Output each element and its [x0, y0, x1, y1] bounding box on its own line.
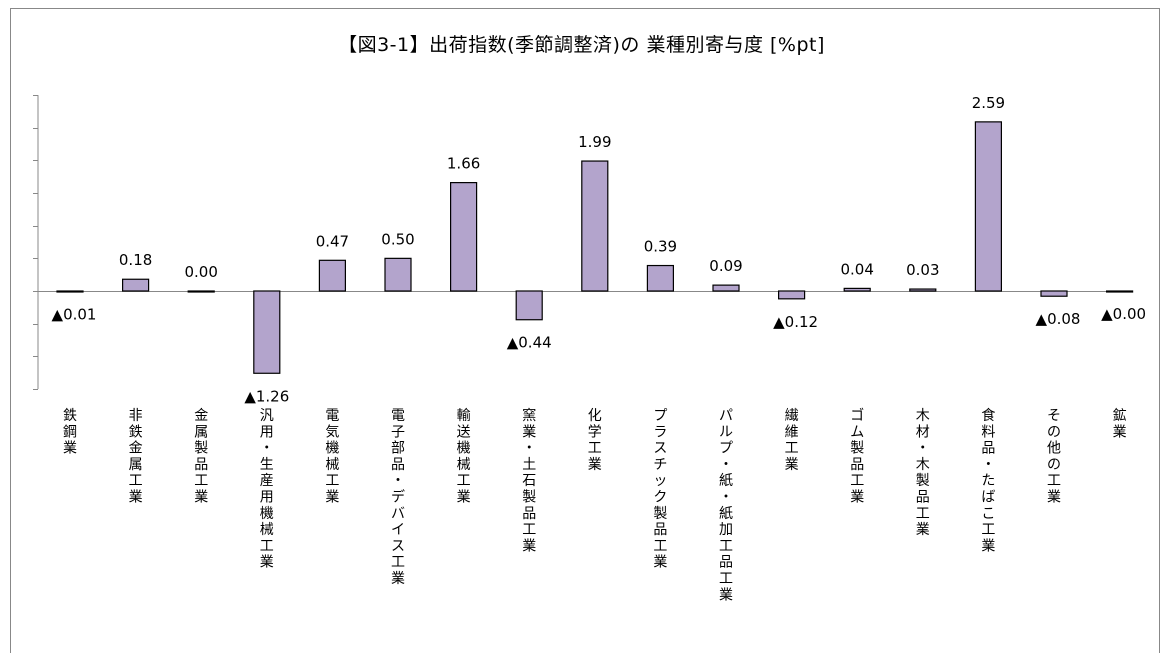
data-label: 0.00 — [184, 263, 217, 281]
data-label: ▲0.12 — [773, 313, 818, 331]
data-label: ▲0.44 — [507, 334, 552, 352]
bar — [843, 287, 871, 292]
bar — [515, 290, 543, 321]
bar — [581, 160, 609, 292]
data-label: 0.47 — [316, 232, 349, 250]
bar — [187, 290, 215, 293]
data-label: ▲0.00 — [1101, 305, 1146, 323]
chart-title: 【図3-1】出荷指数(季節調整済)の 業種別寄与度 [%pt] — [338, 34, 825, 56]
data-label: 0.04 — [840, 260, 873, 278]
bar — [56, 290, 84, 293]
data-label: ▲0.01 — [52, 306, 97, 324]
data-label: 1.66 — [447, 155, 480, 173]
category-label: 汎用・生産用機械工業 — [260, 408, 274, 571]
bar — [777, 290, 806, 300]
category-label: 金属製品工業 — [194, 408, 208, 506]
category-label: 食料品・たばこ工業 — [981, 407, 995, 554]
category-label: パルプ・紙・紙加工品工業 — [719, 408, 733, 603]
category-label: 木材・木製品工業 — [916, 408, 930, 538]
data-label: 0.50 — [381, 230, 414, 248]
category-label: 輸送機械工業 — [457, 408, 471, 506]
category-label: 鉄鋼業 — [63, 408, 77, 457]
data-label: 2.59 — [972, 94, 1005, 112]
category-label: 電子部品・デバイス工業 — [391, 408, 405, 587]
category-label: 窯業・土石製品工業 — [522, 407, 536, 554]
category-label: ゴム製品工業 — [850, 407, 864, 506]
bar — [384, 257, 412, 292]
data-label: 0.18 — [119, 251, 152, 269]
bar — [1105, 290, 1134, 293]
category-label: 非鉄金属工業 — [129, 408, 143, 506]
data-label: 0.39 — [644, 238, 677, 256]
category-label: その他の工業 — [1047, 408, 1061, 506]
data-label: 1.99 — [578, 133, 611, 151]
bar — [121, 278, 150, 292]
bar — [974, 121, 1003, 292]
category-label: プラスチック製品工業 — [653, 408, 667, 571]
bar — [646, 264, 675, 292]
data-label: ▲0.08 — [1036, 310, 1081, 328]
data-label: 0.03 — [906, 261, 939, 279]
bar — [909, 288, 937, 292]
bar — [253, 290, 281, 374]
category-label: 電気機械工業 — [325, 408, 339, 506]
bar — [712, 284, 740, 292]
category-label: 化学工業 — [588, 408, 602, 473]
chart-frame — [10, 8, 1160, 653]
category-label: 繊維工業 — [785, 408, 799, 473]
bar — [318, 259, 346, 292]
data-label: ▲1.26 — [244, 387, 289, 405]
category-label: 鉱業 — [1113, 407, 1127, 440]
bar — [1040, 290, 1068, 297]
data-label: 0.09 — [709, 257, 742, 275]
bar — [450, 182, 478, 292]
